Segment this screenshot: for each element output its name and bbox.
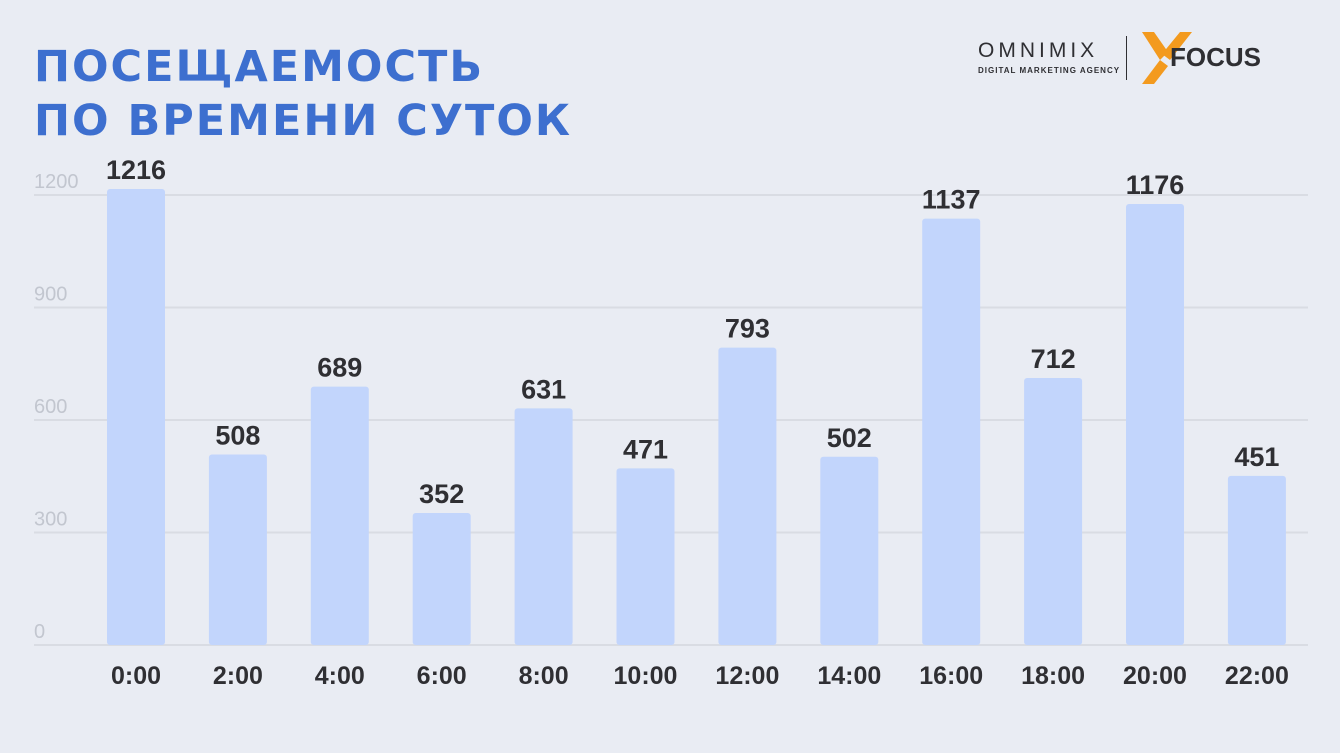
bar-22-00 — [1227, 475, 1286, 645]
category-labels: 0:00 2:00 4:00 6:00 8:00 10:00 12:00 14:00 16:00… — [111, 662, 1289, 690]
category-label: 6:00 — [417, 662, 467, 690]
bar-6-00 — [412, 513, 471, 645]
omnimix-logo-subtitle: DIGITAL MARKETING AGENCY — [978, 66, 1121, 75]
bar-12-00 — [718, 347, 777, 645]
bar-0-00 — [107, 189, 165, 645]
value-label: 352 — [419, 479, 464, 509]
logo-divider — [1126, 36, 1127, 80]
y-tick-label: 900 — [34, 284, 67, 306]
bars — [107, 189, 1286, 645]
value-label: 1137 — [922, 185, 981, 215]
chart-title-line-1: ПОСЕЩАЕМОСТЬ — [34, 42, 485, 92]
bar-20-00 — [1126, 204, 1184, 645]
value-label: 502 — [827, 423, 872, 453]
focus-logo-text: FOCUS — [1170, 42, 1261, 72]
bar-8-00 — [514, 408, 573, 645]
omnimix-logo-text: OMNIMIX — [978, 39, 1099, 62]
bar-16-00 — [922, 218, 981, 645]
y-tick-label: 600 — [34, 396, 67, 418]
y-axis-ticks: 0 300 600 900 1200 — [34, 171, 79, 643]
bar-4-00 — [310, 386, 369, 645]
category-label: 4:00 — [315, 662, 365, 690]
value-label: 1216 — [106, 155, 166, 185]
y-tick-label: 1200 — [34, 171, 79, 193]
category-label: 0:00 — [111, 662, 161, 690]
category-label: 20:00 — [1123, 662, 1187, 690]
bar-10-00 — [616, 468, 675, 645]
chart-title: ПОСЕЩАЕМОСТЬ ПО ВРЕМЕНИ СУТОК — [34, 40, 572, 148]
value-label: 793 — [725, 314, 770, 344]
bar-14-00 — [820, 456, 879, 645]
category-label: 12:00 — [715, 662, 779, 690]
category-label: 16:00 — [919, 662, 983, 690]
value-label: 508 — [215, 421, 260, 451]
focus-x-icon — [1142, 32, 1192, 84]
value-label: 451 — [1234, 442, 1279, 472]
bar-2-00 — [208, 454, 267, 645]
value-label: 1176 — [1126, 170, 1185, 200]
category-label: 8:00 — [519, 662, 569, 690]
value-label: 471 — [623, 434, 668, 464]
category-label: 2:00 — [213, 662, 263, 690]
category-label: 14:00 — [817, 662, 881, 690]
bar-18-00 — [1024, 378, 1083, 645]
value-label: 631 — [521, 374, 566, 404]
category-label: 22:00 — [1225, 662, 1289, 690]
category-label: 18:00 — [1021, 662, 1085, 690]
y-tick-label: 300 — [34, 509, 67, 531]
y-tick-label: 0 — [34, 621, 45, 643]
value-label: 689 — [317, 353, 362, 383]
value-labels: 1216 508 689 352 631 471 793 502 1137 712 1176 451 — [106, 155, 1279, 509]
logo-group: OMNIMIX DIGITAL MARKETING AGENCY FOCUS — [978, 28, 1308, 86]
value-label: 712 — [1031, 344, 1076, 374]
chart-title-line-2: ПО ВРЕМЕНИ СУТОК — [34, 96, 573, 146]
category-label: 10:00 — [614, 662, 678, 690]
